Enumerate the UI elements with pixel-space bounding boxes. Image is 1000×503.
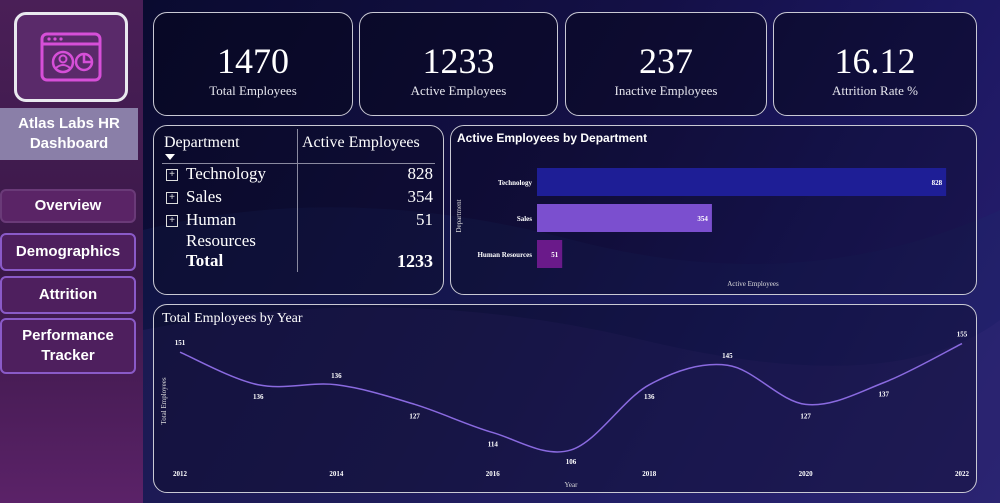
total-value: 1233 — [397, 251, 433, 271]
column-header-active-employees[interactable]: Active Employees — [302, 134, 420, 151]
x-tick-label: 2012 — [173, 470, 188, 478]
category-label: Human Resources — [477, 251, 532, 259]
data-label: 828 — [932, 179, 943, 187]
bar-technology — [537, 168, 947, 196]
row-value-human-resources: 51 — [416, 210, 433, 229]
kpi-inactive-employees: 237 Inactive Employees — [565, 12, 767, 116]
data-label: 127 — [409, 412, 420, 420]
x-tick-label: 2020 — [799, 470, 814, 478]
data-label: 145 — [722, 352, 733, 360]
row-label-sales: Sales — [186, 187, 222, 206]
bar-human-resources — [537, 240, 563, 268]
y-axis-label: Department — [455, 199, 463, 232]
data-label: 114 — [488, 441, 499, 449]
x-tick-label: 2022 — [955, 470, 970, 478]
nav-overview-button[interactable]: Overview — [0, 189, 136, 223]
expand-plus-icon[interactable]: + — [166, 169, 178, 181]
data-label: 127 — [800, 412, 811, 420]
x-tick-label: 2016 — [486, 470, 501, 478]
kpi-label: Active Employees — [410, 83, 507, 98]
kpi-value: 16.12 — [834, 41, 916, 81]
hr-dashboard-logo-icon — [14, 12, 128, 102]
category-label: Technology — [498, 179, 532, 187]
data-label: 106 — [566, 458, 577, 466]
row-label-technology: Technology — [186, 164, 267, 183]
data-label: 136 — [331, 372, 342, 380]
dashboard-title: Atlas Labs HR Dashboard — [0, 108, 138, 160]
department-matrix-table: Department Active Employees + Technology… — [153, 125, 444, 295]
kpi-label: Total Employees — [209, 83, 297, 98]
data-label: 136 — [644, 393, 655, 401]
total-label: Total — [186, 251, 224, 270]
kpi-total-employees: 1470 Total Employees — [153, 12, 353, 116]
row-label-human-resources-line2: Resources — [186, 231, 256, 250]
x-axis-label: Active Employees — [727, 280, 779, 288]
chart-title: Active Employees by Department — [457, 131, 648, 145]
active-employees-by-department-chart: Active Employees by Department Departmen… — [450, 125, 977, 295]
row-value-technology: 828 — [407, 164, 434, 183]
total-employees-by-year-chart: Total Employees by Year Total Employees … — [153, 304, 977, 493]
x-axis-label: Year — [565, 481, 579, 489]
row-label-human-resources-line1: Human — [186, 210, 237, 229]
chart-title: Total Employees by Year — [162, 311, 303, 326]
header-divider — [162, 163, 435, 164]
data-label: 136 — [253, 393, 264, 401]
kpi-value: 1233 — [422, 41, 495, 81]
line-chart-plot: Total Employees Year 151 136 136 127 114 106 1… — [160, 331, 970, 489]
data-label: 354 — [697, 215, 708, 223]
data-label: 151 — [175, 339, 186, 347]
bar-chart-plot: Department Active Employees Technology 82… — [455, 168, 947, 288]
data-label: 51 — [551, 251, 559, 259]
x-tick-label: 2018 — [642, 470, 657, 478]
kpi-value: 237 — [639, 41, 693, 81]
row-value-sales: 354 — [407, 187, 434, 206]
sort-descending-icon[interactable] — [165, 154, 175, 160]
nav-attrition-button[interactable]: Attrition — [0, 276, 136, 314]
column-header-department[interactable]: Department — [164, 134, 240, 151]
data-label: 137 — [879, 391, 890, 399]
category-label: Sales — [517, 215, 532, 223]
main-canvas: 1470 Total Employees 1233 Active Employe… — [143, 0, 1000, 503]
kpi-label: Attrition Rate % — [832, 83, 918, 98]
series-line — [179, 342, 963, 453]
y-axis-label: Total Employees — [160, 377, 168, 424]
kpi-active-employees: 1233 Active Employees — [359, 12, 558, 116]
wave-background — [143, 207, 1000, 503]
expand-plus-icon[interactable]: + — [166, 192, 178, 204]
nav-performance-tracker-button[interactable]: Performance Tracker — [0, 318, 136, 374]
kpi-attrition-rate: 16.12 Attrition Rate % — [773, 12, 977, 116]
bar-sales — [537, 204, 712, 232]
data-label: 155 — [957, 331, 968, 339]
nav-demographics-button[interactable]: Demographics — [0, 233, 136, 271]
kpi-label: Inactive Employees — [614, 83, 718, 98]
column-divider — [297, 129, 298, 272]
x-tick-label: 2014 — [329, 470, 344, 478]
kpi-value: 1470 — [217, 41, 289, 81]
expand-plus-icon[interactable]: + — [166, 215, 178, 227]
sidebar: Atlas Labs HR Dashboard Overview Demogra… — [0, 0, 143, 503]
